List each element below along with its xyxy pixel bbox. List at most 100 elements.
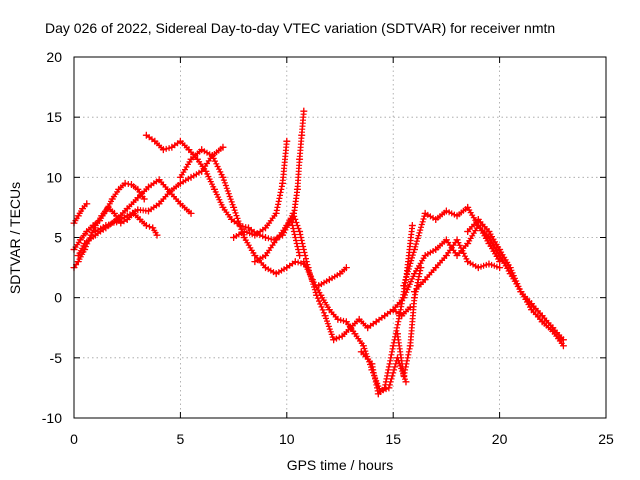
data-point	[351, 330, 359, 338]
data-point	[83, 227, 91, 235]
series-track-15	[400, 203, 504, 290]
data-point	[336, 270, 344, 278]
series-track-3	[70, 200, 91, 227]
y-tick-label: 20	[46, 49, 62, 65]
data-point	[76, 236, 84, 244]
series-track-7	[176, 146, 308, 278]
data-point	[187, 155, 195, 163]
data-point	[110, 209, 118, 217]
y-tick-label: -10	[42, 410, 62, 426]
data-point	[230, 203, 238, 211]
data-point	[168, 143, 176, 151]
data-point	[134, 194, 142, 202]
data-point	[410, 246, 418, 254]
data-point	[381, 312, 389, 320]
data-point	[325, 306, 333, 314]
data-point	[538, 318, 546, 326]
data-point	[400, 372, 408, 380]
data-point	[240, 227, 248, 235]
data-point	[485, 240, 493, 248]
data-point	[251, 231, 259, 239]
data-point	[251, 252, 259, 260]
data-point	[230, 234, 238, 241]
data-point	[74, 212, 82, 220]
data-series	[70, 107, 567, 398]
data-point	[123, 212, 131, 220]
data-point	[315, 282, 323, 290]
y-tick-label: -5	[50, 350, 63, 366]
y-tick-label: 15	[46, 109, 62, 125]
data-point	[187, 209, 195, 217]
chart-title: Day 026 of 2022, Sidereal Day-to-day VTE…	[45, 20, 555, 36]
data-point	[296, 227, 304, 235]
data-point	[364, 324, 372, 332]
data-point	[464, 227, 472, 235]
data-point	[159, 146, 167, 154]
data-point	[506, 264, 514, 272]
data-point	[389, 342, 397, 350]
series-markers	[315, 264, 350, 289]
data-point	[453, 236, 461, 244]
data-point	[453, 252, 461, 260]
data-point	[464, 258, 472, 266]
x-tick-label: 25	[598, 431, 614, 447]
data-point	[198, 146, 206, 154]
data-point	[187, 173, 195, 181]
data-point	[381, 384, 389, 392]
axis-ticks: 0 5 10 15 20 25 -10 -5 0 5 10 15 20	[42, 49, 614, 447]
data-point	[140, 195, 148, 203]
data-point	[102, 224, 110, 232]
data-point	[134, 206, 142, 214]
data-point	[402, 378, 410, 386]
x-tick-label: 5	[177, 431, 185, 447]
data-point	[176, 200, 184, 208]
data-point	[474, 221, 482, 229]
data-point	[279, 179, 287, 187]
data-point	[155, 200, 163, 208]
data-point	[357, 348, 365, 356]
data-point	[142, 221, 150, 229]
data-point	[355, 315, 363, 323]
grid-lines	[74, 57, 606, 418]
data-point	[219, 203, 227, 211]
data-point	[283, 137, 291, 145]
x-tick-label: 10	[279, 431, 295, 447]
data-point	[74, 258, 82, 266]
data-point	[432, 264, 440, 272]
data-point	[408, 221, 416, 229]
data-point	[321, 312, 329, 320]
data-point	[559, 342, 567, 350]
data-point	[559, 336, 567, 344]
data-point	[83, 200, 91, 208]
series-track-9	[289, 107, 308, 223]
x-tick-label: 15	[385, 431, 401, 447]
data-point	[272, 270, 280, 278]
data-point	[421, 209, 429, 217]
data-point	[338, 332, 346, 340]
series-markers	[177, 146, 307, 277]
data-point	[317, 291, 325, 299]
y-tick-label: 5	[54, 230, 62, 246]
data-point	[368, 360, 376, 368]
x-axis-label: GPS time / hours	[287, 457, 394, 473]
series-track-17	[464, 215, 567, 350]
data-point	[389, 306, 397, 314]
data-point	[127, 181, 135, 189]
data-point	[300, 107, 308, 115]
data-point	[202, 167, 210, 175]
data-point	[400, 282, 408, 290]
data-point	[296, 252, 304, 260]
data-point	[155, 176, 163, 184]
data-point	[421, 252, 429, 260]
plot-frame	[73, 56, 607, 419]
data-point	[372, 318, 380, 326]
data-point	[432, 215, 440, 223]
data-point	[421, 276, 429, 284]
data-point	[300, 258, 308, 266]
data-point	[528, 300, 536, 308]
data-point	[496, 246, 504, 254]
series-track-12	[315, 264, 350, 290]
y-tick-label: 0	[54, 290, 62, 306]
data-point	[330, 336, 338, 344]
data-point	[262, 234, 270, 241]
